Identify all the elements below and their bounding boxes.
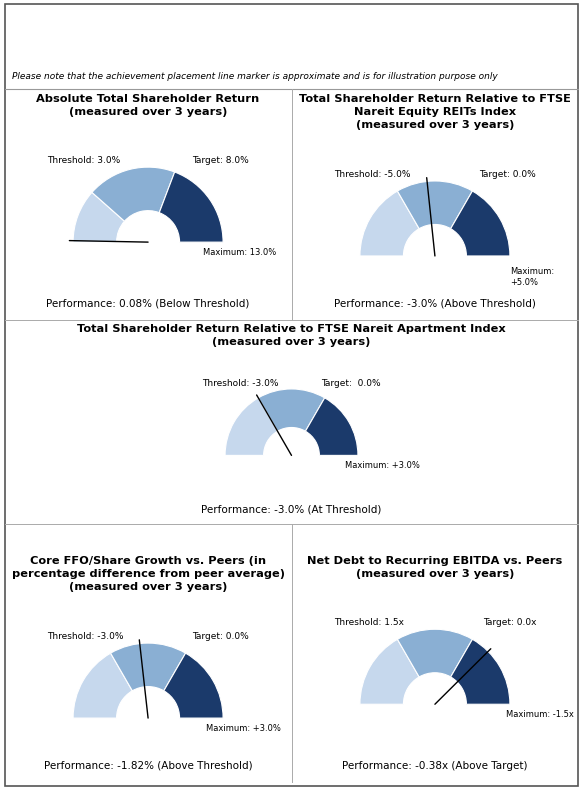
Text: Threshold: -3.0%: Threshold: -3.0% (47, 632, 124, 641)
Text: Net Debt to Recurring EBITDA vs. Peers
(measured over 3 years): Net Debt to Recurring EBITDA vs. Peers (… (307, 556, 563, 579)
Text: Target: 0.0%: Target: 0.0% (479, 170, 536, 179)
Text: Performance: -1.82% (Above Threshold): Performance: -1.82% (Above Threshold) (44, 761, 252, 770)
Text: Achievement of Long-Term Incentive Goals: 2018-2020 Performance
Awards: Achievement of Long-Term Incentive Goals… (0, 16, 583, 51)
Text: Maximum: +3.0%: Maximum: +3.0% (346, 461, 420, 470)
Text: Threshold: -3.0%: Threshold: -3.0% (202, 379, 278, 388)
Text: Threshold: -5.0%: Threshold: -5.0% (333, 170, 410, 179)
Text: Performance: -0.38x (Above Target): Performance: -0.38x (Above Target) (342, 761, 528, 770)
Wedge shape (111, 643, 185, 690)
Text: Maximum: -1.5x: Maximum: -1.5x (506, 710, 574, 719)
Wedge shape (258, 389, 325, 431)
Wedge shape (159, 172, 223, 242)
Text: Target: 8.0%: Target: 8.0% (192, 156, 250, 165)
Wedge shape (164, 653, 223, 718)
Text: Performance: -3.0% (At Threshold): Performance: -3.0% (At Threshold) (201, 504, 382, 514)
Text: Target:  0.0%: Target: 0.0% (322, 379, 381, 388)
Wedge shape (92, 167, 175, 221)
Text: Total Shareholder Return Relative to FTSE Nareit Apartment Index
(measured over : Total Shareholder Return Relative to FTS… (77, 324, 506, 348)
Text: Performance: 0.08% (Below Threshold): Performance: 0.08% (Below Threshold) (47, 299, 250, 308)
Wedge shape (73, 193, 125, 242)
Text: Performance: -3.0% (Above Threshold): Performance: -3.0% (Above Threshold) (334, 299, 536, 308)
Text: Threshold: 1.5x: Threshold: 1.5x (333, 618, 403, 627)
Text: Threshold: 3.0%: Threshold: 3.0% (47, 156, 120, 165)
Wedge shape (398, 630, 472, 677)
Wedge shape (451, 639, 510, 704)
Text: Core FFO/Share Growth vs. Peers (in
percentage difference from peer average)
(me: Core FFO/Share Growth vs. Peers (in perc… (12, 556, 285, 592)
Wedge shape (398, 181, 472, 228)
Wedge shape (360, 639, 419, 704)
Text: Target: 0.0%: Target: 0.0% (192, 632, 250, 641)
Text: Absolute Total Shareholder Return
(measured over 3 years): Absolute Total Shareholder Return (measu… (37, 94, 259, 117)
Wedge shape (73, 653, 132, 718)
Wedge shape (451, 191, 510, 256)
Text: Total Shareholder Return Relative to FTSE
Nareit Equity REITs Index
(measured ov: Total Shareholder Return Relative to FTS… (299, 94, 571, 130)
Wedge shape (225, 398, 278, 455)
Text: Maximum:
+5.0%: Maximum: +5.0% (511, 267, 554, 287)
Text: Please note that the achievement placement line marker is approximate and is for: Please note that the achievement placeme… (12, 72, 497, 81)
Text: Maximum: +3.0%: Maximum: +3.0% (206, 724, 280, 733)
Text: Maximum: 13.0%: Maximum: 13.0% (203, 248, 276, 257)
Wedge shape (360, 191, 419, 256)
Text: Target: 0.0x: Target: 0.0x (483, 618, 536, 627)
Wedge shape (305, 398, 358, 455)
